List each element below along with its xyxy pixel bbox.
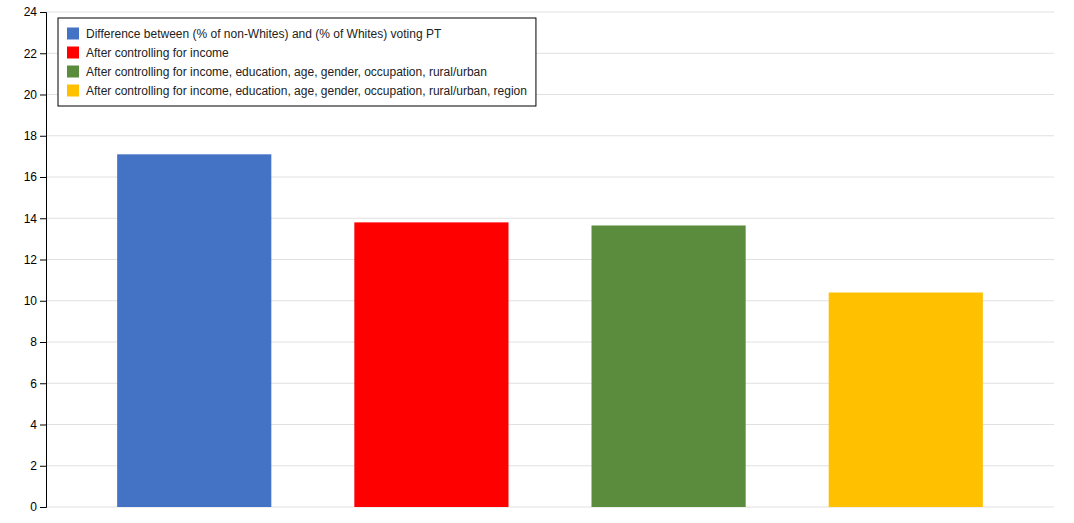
y-tick-mark: [40, 425, 46, 426]
grid-line: [46, 12, 1054, 13]
y-tick-mark: [40, 301, 46, 302]
legend-item: Difference between (% of non-Whites) and…: [67, 27, 442, 41]
y-tick: 8: [30, 335, 46, 349]
y-tick-label: 18: [24, 129, 38, 143]
y-tick: 24: [24, 5, 46, 19]
legend-swatch: [67, 47, 79, 59]
legend: Difference between (% of non-Whites) and…: [58, 18, 536, 106]
y-tick: 20: [24, 88, 46, 102]
plot: 024681012141618202224Difference between …: [24, 5, 1054, 514]
y-axis-line: [40, 13, 47, 508]
y-tick-label: 10: [24, 294, 38, 308]
y-tick-label: 8: [30, 335, 37, 349]
legend-swatch: [67, 66, 79, 78]
grid: [46, 12, 1054, 507]
legend-label: Difference between (% of non-Whites) and…: [86, 27, 442, 41]
y-tick-label: 2: [30, 459, 37, 473]
y-tick-label: 20: [24, 88, 38, 102]
bar: [354, 222, 508, 507]
y-tick: 6: [30, 377, 46, 391]
y-tick-mark: [40, 136, 46, 137]
y-tick-mark: [40, 466, 46, 467]
y-tick-mark: [40, 177, 46, 178]
y-tick-mark: [40, 342, 46, 343]
legend-label: After controlling for income, education,…: [86, 65, 487, 79]
y-tick-mark: [40, 260, 46, 261]
y-tick-label: 0: [30, 500, 37, 514]
y-tick: 22: [24, 47, 46, 61]
y-axis: 024681012141618202224: [24, 5, 47, 514]
y-tick: 14: [24, 212, 46, 226]
y-tick-label: 6: [30, 377, 37, 391]
y-tick-mark: [40, 95, 46, 96]
y-tick-label: 22: [24, 47, 38, 61]
legend-frame: [58, 18, 536, 106]
y-tick: 4: [30, 418, 46, 432]
bars: [117, 154, 983, 507]
grid-line: [46, 135, 1054, 136]
y-tick-mark: [40, 507, 46, 508]
y-tick-label: 24: [24, 5, 38, 19]
y-tick-label: 14: [24, 212, 38, 226]
y-tick: 0: [30, 500, 46, 514]
bar: [592, 225, 746, 507]
bar: [117, 154, 271, 507]
legend-item: After controlling for income, education,…: [67, 65, 487, 79]
y-tick-mark: [40, 53, 46, 54]
legend-label: After controlling for income, education,…: [86, 84, 527, 98]
y-tick-label: 12: [24, 253, 38, 267]
y-tick: 18: [24, 129, 46, 143]
y-tick: 10: [24, 294, 46, 308]
y-tick-label: 4: [30, 418, 37, 432]
legend-item: After controlling for income, education,…: [67, 84, 527, 98]
chart: 024681012141618202224Difference between …: [0, 0, 1074, 523]
legend-swatch: [67, 85, 79, 97]
legend-swatch: [67, 28, 79, 40]
y-tick: 16: [24, 170, 46, 184]
legend-item: After controlling for income: [67, 46, 229, 60]
y-tick: 12: [24, 253, 46, 267]
y-tick-mark: [40, 383, 46, 384]
y-tick: 2: [30, 459, 46, 473]
bar: [829, 293, 983, 508]
legend-label: After controlling for income: [86, 46, 229, 60]
y-tick-mark: [40, 12, 46, 13]
y-tick-mark: [40, 218, 46, 219]
y-tick-label: 16: [24, 170, 38, 184]
